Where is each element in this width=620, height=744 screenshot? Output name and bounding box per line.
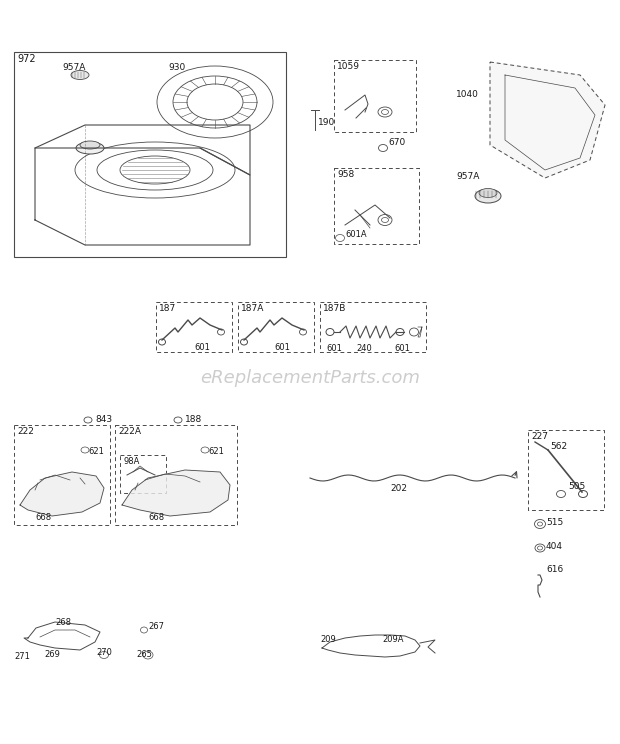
Text: 222: 222 (17, 427, 34, 436)
Text: 98A: 98A (123, 457, 140, 466)
Text: 188: 188 (185, 415, 202, 424)
Text: 404: 404 (546, 542, 563, 551)
Text: 616: 616 (546, 565, 563, 574)
Text: 601: 601 (274, 343, 290, 352)
Text: 562: 562 (550, 442, 567, 451)
Text: 187B: 187B (323, 304, 347, 313)
Text: 227: 227 (531, 432, 548, 441)
Text: 668: 668 (148, 513, 164, 522)
Text: 601: 601 (326, 344, 342, 353)
Text: 269: 269 (44, 650, 60, 659)
Text: 268: 268 (55, 618, 71, 627)
Text: 1040: 1040 (456, 90, 479, 99)
Text: 958: 958 (337, 170, 354, 179)
Text: 601A: 601A (345, 230, 366, 239)
Polygon shape (20, 472, 104, 516)
Text: 267: 267 (148, 622, 164, 631)
Bar (320, 302, 426, 352)
Text: 601: 601 (194, 343, 210, 352)
Text: 930: 930 (168, 63, 185, 72)
Text: 957A: 957A (62, 63, 86, 72)
Text: 209A: 209A (382, 635, 404, 644)
Ellipse shape (71, 71, 89, 80)
Text: 190: 190 (318, 118, 335, 127)
Bar (120, 455, 166, 493)
Ellipse shape (475, 189, 501, 203)
Ellipse shape (479, 188, 497, 197)
Text: 202: 202 (390, 484, 407, 493)
Text: 187: 187 (159, 304, 176, 313)
Text: 240: 240 (356, 344, 372, 353)
Bar (334, 168, 419, 244)
Text: 187A: 187A (241, 304, 264, 313)
Text: 270: 270 (96, 648, 112, 657)
Text: eReplacementParts.com: eReplacementParts.com (200, 369, 420, 387)
Bar (115, 425, 237, 525)
Bar (14, 425, 110, 525)
Text: 621: 621 (208, 447, 224, 456)
Text: 1059: 1059 (337, 62, 360, 71)
Text: 843: 843 (95, 415, 112, 424)
Polygon shape (490, 62, 605, 178)
Ellipse shape (80, 141, 100, 149)
Text: 271: 271 (14, 652, 30, 661)
Text: 957A: 957A (456, 172, 479, 181)
Text: 621: 621 (88, 447, 104, 456)
Bar (528, 430, 604, 510)
Text: 515: 515 (546, 518, 563, 527)
Bar (334, 60, 416, 132)
Polygon shape (122, 470, 230, 516)
Text: 670: 670 (388, 138, 405, 147)
Text: 668: 668 (35, 513, 51, 522)
Text: 601: 601 (394, 344, 410, 353)
Ellipse shape (76, 142, 104, 154)
Bar (156, 302, 232, 352)
Text: 265: 265 (136, 650, 152, 659)
Text: 972: 972 (17, 54, 35, 64)
Bar (238, 302, 314, 352)
Text: 222A: 222A (118, 427, 141, 436)
Text: 505: 505 (568, 482, 585, 491)
Bar (14, 52, 286, 257)
Text: 209: 209 (320, 635, 336, 644)
